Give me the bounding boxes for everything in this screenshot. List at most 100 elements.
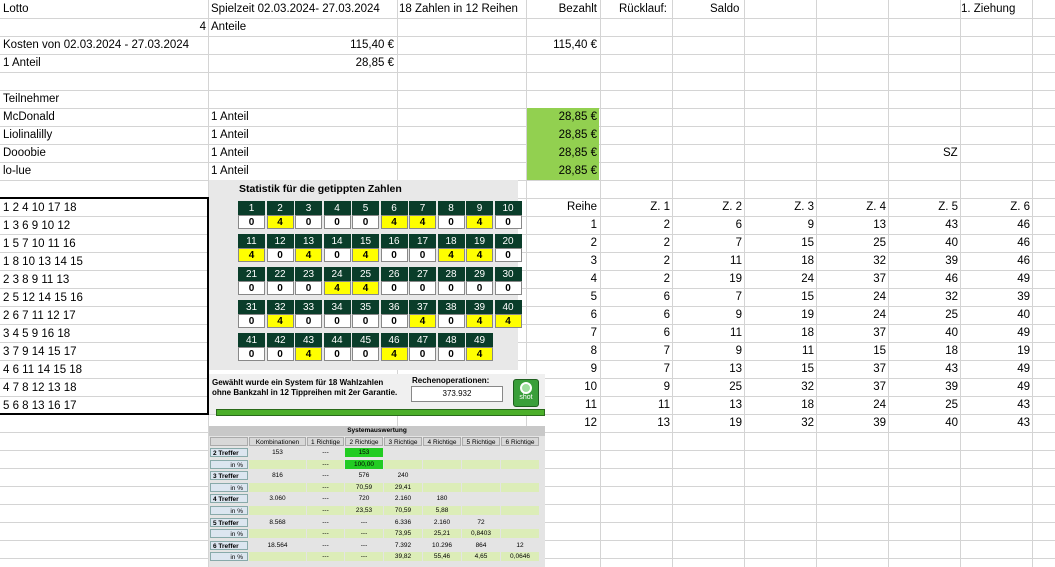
reihe-cell[interactable]: 19 bbox=[729, 273, 742, 285]
cell-anteile-count[interactable]: 4 bbox=[199, 21, 206, 33]
reihe-cell[interactable]: 4 bbox=[590, 273, 597, 285]
cell-anteil-label[interactable]: 1 Anteil bbox=[3, 57, 41, 69]
reihe-cell[interactable]: 19 bbox=[729, 417, 742, 429]
reihe-cell[interactable]: 39 bbox=[873, 417, 886, 429]
cell-bezahlt-header[interactable]: Bezahlt bbox=[558, 3, 597, 15]
participant-paid[interactable]: 28,85 € bbox=[558, 165, 597, 177]
cell-kosten-label[interactable]: Kosten von 02.03.2024 - 27.03.2024 bbox=[3, 39, 190, 51]
bezahlt-cell-3[interactable] bbox=[527, 144, 599, 162]
reihe-cell[interactable]: 6 bbox=[663, 309, 670, 321]
participant-paid[interactable]: 28,85 € bbox=[558, 129, 597, 141]
participant-name[interactable]: Liolinalilly bbox=[3, 129, 53, 141]
reihe-cell[interactable]: 11 bbox=[585, 399, 597, 411]
cell-ruecklauf-header[interactable]: Rücklauf: bbox=[619, 3, 667, 15]
reihe-cell[interactable]: 40 bbox=[945, 417, 958, 429]
reihe-cell[interactable]: 40 bbox=[1017, 309, 1030, 321]
reihe-cell[interactable]: 13 bbox=[657, 417, 670, 429]
cell-saldo-header[interactable]: Saldo bbox=[710, 3, 740, 15]
reihe-cell[interactable]: 12 bbox=[584, 417, 597, 429]
tipp-row[interactable]: 1 5 7 10 11 16 bbox=[3, 238, 76, 250]
reihe-cell[interactable]: 32 bbox=[873, 255, 886, 267]
reihe-cell[interactable]: 2 bbox=[663, 273, 670, 285]
cell-spielzeit[interactable]: Spielzeit 02.03.2024- 27.03.2024 bbox=[211, 3, 380, 15]
reihe-header[interactable]: Z. 6 bbox=[1010, 201, 1030, 213]
tipp-row[interactable]: 2 6 7 11 12 17 bbox=[3, 310, 76, 322]
reihe-cell[interactable]: 13 bbox=[729, 399, 742, 411]
participant-name[interactable]: McDonald bbox=[3, 111, 55, 123]
reihe-header[interactable]: Z. 2 bbox=[722, 201, 742, 213]
reihe-cell[interactable]: 9 bbox=[735, 309, 742, 321]
reihe-cell[interactable]: 11 bbox=[658, 399, 670, 411]
tipp-row[interactable]: 1 3 6 9 10 12 bbox=[3, 220, 71, 232]
cell-anteile-label[interactable]: Anteile bbox=[211, 21, 247, 33]
participant-share[interactable]: 1 Anteil bbox=[211, 111, 249, 123]
cell-teilnehmer-label[interactable]: Teilnehmer bbox=[3, 93, 60, 105]
reihe-cell[interactable]: 18 bbox=[945, 345, 958, 357]
reihe-cell[interactable]: 15 bbox=[801, 237, 814, 249]
reihe-cell[interactable]: 37 bbox=[873, 363, 886, 375]
reihe-cell[interactable]: 6 bbox=[590, 309, 597, 321]
reihe-cell[interactable]: 1 bbox=[590, 219, 597, 231]
reihe-cell[interactable]: 25 bbox=[945, 399, 958, 411]
reihe-cell[interactable]: 19 bbox=[1017, 345, 1030, 357]
participant-share[interactable]: 1 Anteil bbox=[211, 165, 249, 177]
reihe-cell[interactable]: 25 bbox=[873, 237, 886, 249]
reihe-cell[interactable]: 15 bbox=[801, 291, 814, 303]
reihe-cell[interactable]: 10 bbox=[584, 381, 597, 393]
reihe-cell[interactable]: 39 bbox=[945, 255, 958, 267]
reihe-cell[interactable]: 40 bbox=[945, 327, 958, 339]
cell-kosten-value[interactable]: 115,40 € bbox=[350, 39, 394, 51]
reihe-cell[interactable]: 46 bbox=[1017, 219, 1030, 231]
reihe-cell[interactable]: 13 bbox=[729, 363, 742, 375]
reihe-cell[interactable]: 6 bbox=[663, 327, 670, 339]
participant-share[interactable]: 1 Anteil bbox=[211, 147, 249, 159]
participant-name[interactable]: lo-lue bbox=[3, 165, 32, 177]
reihe-cell[interactable]: 11 bbox=[730, 255, 742, 267]
reihe-cell[interactable]: 24 bbox=[873, 291, 886, 303]
reihe-cell[interactable]: 13 bbox=[873, 219, 886, 231]
tipp-row[interactable]: 2 5 12 14 15 16 bbox=[3, 292, 83, 304]
reihe-cell[interactable]: 39 bbox=[1017, 291, 1030, 303]
tipp-row[interactable]: 1 8 10 13 14 15 bbox=[3, 256, 83, 268]
bezahlt-cell-4[interactable] bbox=[527, 162, 599, 180]
reihe-cell[interactable]: 11 bbox=[730, 327, 742, 339]
reihe-cell[interactable]: 46 bbox=[945, 273, 958, 285]
reihe-cell[interactable]: 9 bbox=[807, 219, 814, 231]
reihe-cell[interactable]: 40 bbox=[945, 237, 958, 249]
reihe-cell[interactable]: 43 bbox=[945, 363, 958, 375]
cell-bezahlt-total[interactable]: 115,40 € bbox=[553, 39, 597, 51]
shot-button[interactable]: shot bbox=[513, 379, 539, 407]
bezahlt-cell-2[interactable] bbox=[527, 126, 599, 144]
reihe-cell[interactable]: 43 bbox=[945, 219, 958, 231]
cell-ziehung-header[interactable]: 1. Ziehung bbox=[961, 3, 1016, 15]
reihe-cell[interactable]: 18 bbox=[801, 327, 814, 339]
reihe-header[interactable]: Z. 5 bbox=[938, 201, 958, 213]
reihe-cell[interactable]: 46 bbox=[1017, 255, 1030, 267]
cell-lotto[interactable]: Lotto bbox=[3, 3, 29, 15]
reihe-cell[interactable]: 24 bbox=[801, 273, 814, 285]
reihe-header[interactable]: Z. 4 bbox=[866, 201, 886, 213]
reihe-cell[interactable]: 9 bbox=[590, 363, 597, 375]
reihe-cell[interactable]: 7 bbox=[590, 327, 597, 339]
reihe-cell[interactable]: 18 bbox=[801, 399, 814, 411]
reihe-header[interactable]: Reihe bbox=[566, 201, 597, 213]
tipp-row[interactable]: 4 6 11 14 15 18 bbox=[3, 364, 83, 376]
reihe-cell[interactable]: 43 bbox=[1017, 417, 1030, 429]
reihe-cell[interactable]: 49 bbox=[1017, 273, 1030, 285]
reihe-cell[interactable]: 37 bbox=[873, 327, 886, 339]
reihe-cell[interactable]: 11 bbox=[802, 345, 814, 357]
reihe-cell[interactable]: 8 bbox=[590, 345, 597, 357]
reihe-cell[interactable]: 7 bbox=[663, 345, 670, 357]
cell-sz[interactable]: SZ bbox=[943, 147, 958, 159]
reihe-header[interactable]: Z. 1 bbox=[650, 201, 670, 213]
reihe-cell[interactable]: 39 bbox=[945, 381, 958, 393]
reihe-cell[interactable]: 2 bbox=[663, 255, 670, 267]
participant-paid[interactable]: 28,85 € bbox=[558, 111, 597, 123]
reihe-cell[interactable]: 49 bbox=[1017, 327, 1030, 339]
reihe-cell[interactable]: 24 bbox=[873, 399, 886, 411]
reihe-cell[interactable]: 49 bbox=[1017, 363, 1030, 375]
tipp-row[interactable]: 4 7 8 12 13 18 bbox=[3, 382, 77, 394]
participant-share[interactable]: 1 Anteil bbox=[211, 129, 249, 141]
reihe-cell[interactable]: 9 bbox=[735, 345, 742, 357]
bezahlt-cell-1[interactable] bbox=[527, 108, 599, 126]
